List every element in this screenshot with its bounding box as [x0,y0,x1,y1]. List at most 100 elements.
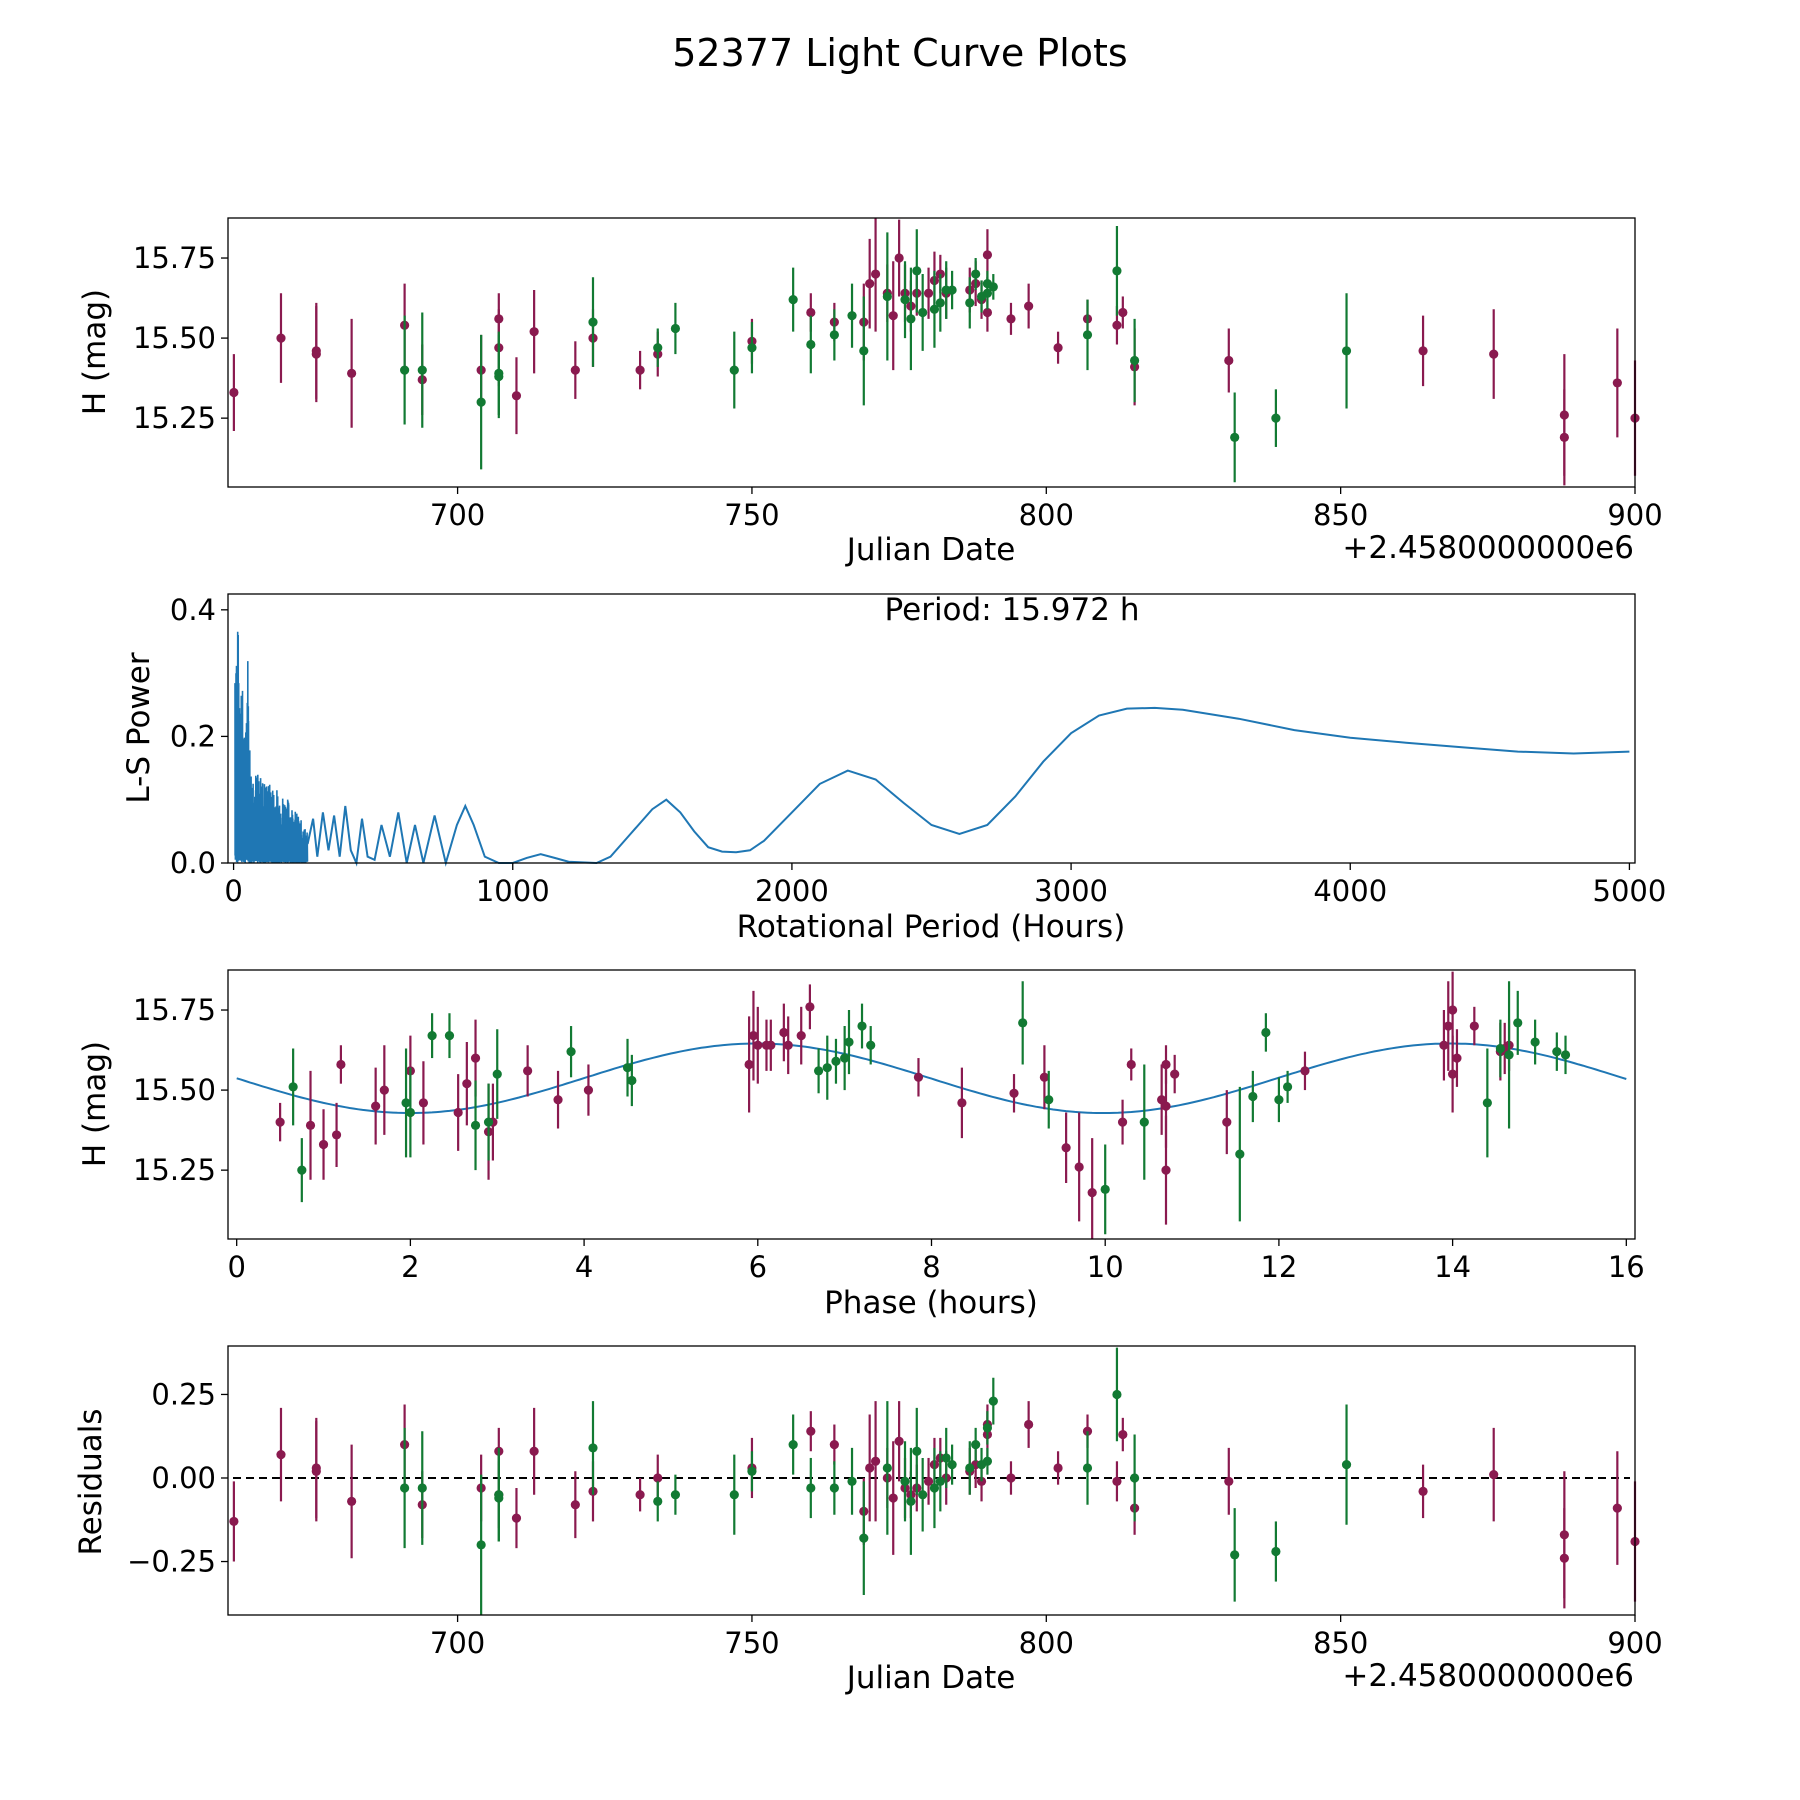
data-point [1006,314,1016,324]
data-point [635,1490,645,1500]
periodogram-axes-frame [227,593,1636,864]
data-point [947,285,957,295]
x-tick-label: 2000 [755,874,829,908]
data-point [1230,1550,1240,1560]
data-point [1482,1098,1492,1108]
lightcurve-ticks: 700 750 800 850 900 15.25 15.50 15.75 [133,241,1663,532]
data-point [318,1139,329,1150]
data-point [379,1085,389,1095]
data-point [813,1066,824,1076]
data-point [1612,1503,1622,1513]
data-point [1082,330,1093,340]
x-tick-label: 1000 [476,874,550,908]
data-point [744,1059,754,1070]
data-point [229,387,239,398]
data-point [1469,1021,1479,1031]
data-point [1448,1005,1458,1015]
data-point [971,1439,981,1450]
data-point [882,1463,892,1473]
data-point [1452,1053,1462,1063]
data-point [311,346,321,356]
data-point [570,365,580,375]
data-point [847,311,857,321]
data-point [788,1439,798,1450]
data-point [806,339,816,350]
data-point [347,1496,357,1506]
data-point [965,298,975,308]
phased-plot-area [236,971,1627,1239]
data-point [1044,1095,1054,1105]
data-point [622,1063,633,1073]
data-point [923,288,934,298]
y-tick-label: 0.2 [170,719,216,753]
data-point [275,1117,285,1127]
data-point [653,1473,663,1483]
x-tick-label: 2 [401,1250,419,1284]
data-point [476,1540,486,1550]
phased-y-axis-label: H (mag) [77,1041,113,1167]
model-fit-curve [236,1042,1627,1115]
data-point [935,1476,945,1486]
data-point [941,1453,951,1463]
data-point [336,1059,346,1070]
data-point [747,1466,757,1476]
y-tick-label: 15.50 [133,321,216,355]
y-tick-label: 15.75 [133,993,216,1027]
x-tick-label: 900 [1607,1626,1662,1660]
phased-panel: 0 2 4 6 8 10 12 14 16 15.25 15.50 15.75 Phase (hour… [77,969,1645,1321]
periodogram-ticks: 0 1000 2000 3000 4000 5000 0.0 0.2 0.4 [170,593,1666,908]
data-point [866,1040,876,1050]
residuals-ticks: 700 750 800 850 900 −0.25 0.00 0.25 [127,1377,1663,1660]
data-point [947,1460,957,1470]
data-point [929,1483,940,1493]
data-point [894,1436,904,1446]
data-point [1024,1419,1034,1430]
data-point [729,365,739,375]
data-point [888,1493,898,1503]
data-point [805,1002,815,1012]
data-point [982,307,993,318]
x-tick-label: 5000 [1593,874,1667,908]
x-tick-label: 750 [724,1626,779,1660]
data-point [840,1053,850,1063]
data-point [806,1426,816,1436]
data-point [988,282,998,292]
data-point [912,266,922,276]
data-point [913,1072,924,1082]
data-point [906,314,916,324]
data-point [1448,1069,1458,1079]
data-point [1274,1095,1284,1105]
data-point [748,1031,759,1041]
data-point [470,1120,481,1130]
data-point [417,1483,427,1493]
data-point [1559,432,1569,442]
data-point [470,1053,481,1063]
data-point [847,1476,857,1486]
data-point [982,250,993,260]
data-point [1087,1187,1097,1198]
data-point [1170,1069,1180,1079]
data-point [297,1165,307,1175]
data-point [788,295,798,305]
data-point [1341,346,1352,356]
data-point [1161,1059,1171,1070]
data-point [870,269,881,279]
data-point [511,391,522,401]
data-point [1418,346,1428,356]
data-point [844,1037,854,1047]
data-point [588,1443,598,1453]
data-point [453,1107,463,1118]
period-annotation: Period: 15.972 h [885,592,1140,628]
y-tick-label: −0.25 [127,1545,216,1579]
y-tick-label: 0.00 [151,1461,216,1495]
data-point [1130,1473,1140,1483]
data-point [418,1098,429,1108]
data-point [1112,266,1122,276]
periodogram-x-axis-label: Rotational Period (Hours) [737,909,1126,945]
data-point [400,365,410,375]
data-point [1443,1021,1453,1031]
data-point [859,1533,869,1543]
data-point [347,368,357,378]
x-tick-label: 0 [227,1250,245,1284]
